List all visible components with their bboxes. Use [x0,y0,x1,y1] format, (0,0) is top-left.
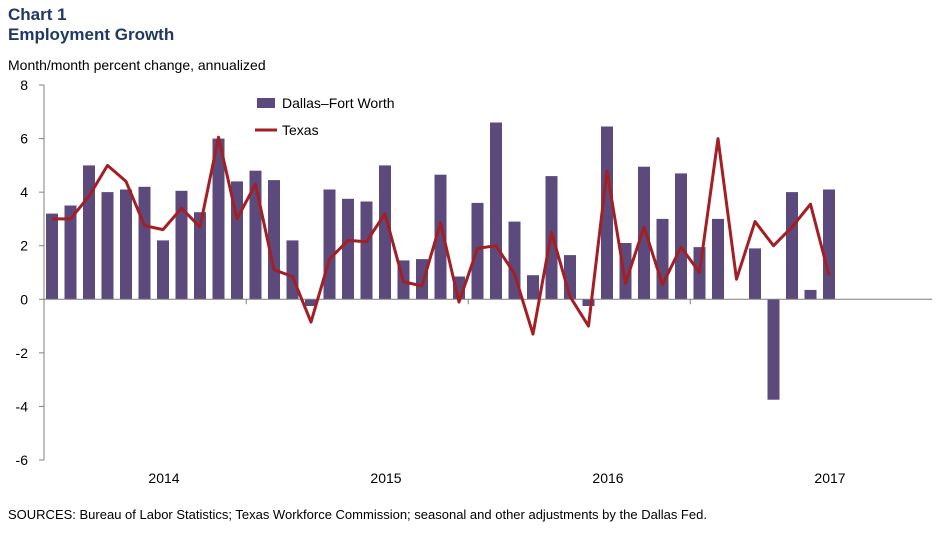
dfw-bar [601,126,613,300]
dfw-bar [712,218,724,300]
dfw-bar [268,180,280,300]
y-ticks: -6 -4 -2 0 2 4 6 8 [16,77,44,468]
legend-label-dfw: Dallas–Fort Worth [282,95,395,111]
y-tick-label: 4 [20,184,28,200]
dfw-bar [823,189,835,300]
dfw-bar [342,198,354,300]
dfw-bar [194,212,206,300]
y-tick-label: -4 [16,398,29,414]
dfw-bar [379,165,391,300]
dfw-bar [323,189,336,300]
x-year-label: 2014 [148,470,179,486]
x-axis-line [44,298,932,305]
texas-series-line [52,135,831,336]
y-tick-label: 6 [20,131,28,147]
dfw-bar [46,213,58,300]
y-tick-label: -2 [16,345,29,361]
x-year-label: 2017 [814,470,845,486]
dfw-bar [83,165,95,300]
y-tick-label: 0 [20,291,28,307]
employment-growth-chart: -6 -4 -2 0 2 4 6 8 Dallas–Fort Worth Texas 2014… [16,77,932,486]
dfw-bar [749,248,761,300]
dfw-bar [786,192,798,300]
legend: Dallas–Fort Worth Texas [255,95,395,138]
dfw-bar [527,275,539,300]
dfw-bar [656,218,669,300]
dfw-bar [64,205,77,300]
y-tick-label: 2 [20,238,28,254]
y-tick-label: -6 [16,452,29,468]
source-note: SOURCES: Bureau of Labor Statistics; Tex… [8,507,707,522]
chart-title-line2: Employment Growth [8,25,175,44]
dfw-bar [212,138,225,300]
dfw-bar [804,289,817,300]
dfw-bar [157,240,169,300]
y-axis-label: Month/month percent change, annualized [8,57,266,73]
legend-swatch-dfw [257,98,275,108]
dfw-bar [120,189,132,300]
x-year-label: 2015 [370,470,401,486]
year-labels: 2014 2015 2016 2017 [148,470,845,486]
dfw-bar [582,299,595,306]
dfw-bar [675,173,687,300]
dfw-bar [767,299,780,400]
dfw-bars [46,122,835,400]
dfw-bar [490,122,502,300]
dfw-bar [101,192,114,300]
dfw-bar [305,299,317,306]
y-tick-label: 8 [20,77,28,93]
dfw-bar [638,166,650,300]
dfw-bar [360,201,373,300]
dfw-bar [175,190,188,300]
dfw-bar [434,174,447,300]
chart-title-line1: Chart 1 [8,5,67,24]
dfw-bar [138,186,151,300]
dfw-bar [416,259,428,300]
x-year-label: 2016 [592,470,623,486]
legend-label-texas: Texas [282,122,319,138]
